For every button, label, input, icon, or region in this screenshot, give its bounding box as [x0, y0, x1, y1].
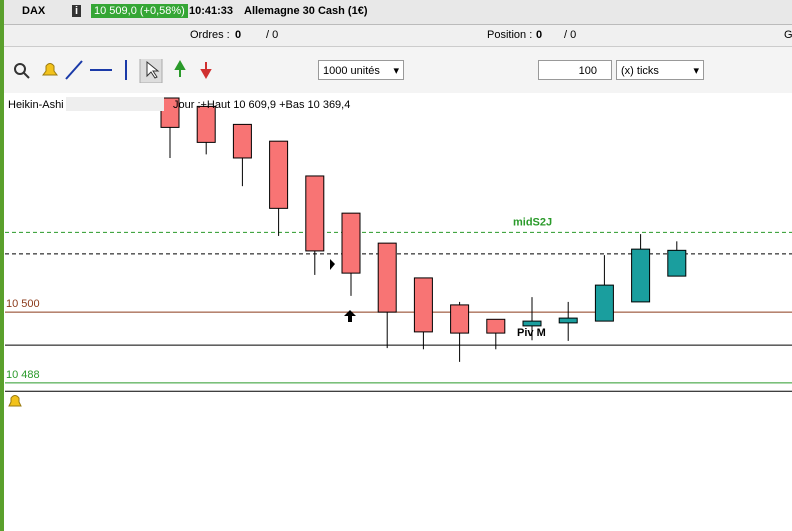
symbol[interactable]: DAX [22, 5, 46, 17]
price: 10 509,0 (+0,58%) [91, 4, 188, 18]
ticks-value: 100 [578, 65, 597, 77]
info-icon[interactable]: i [72, 5, 82, 17]
candle-body [631, 248, 651, 303]
candle-body [667, 249, 687, 277]
ticks-unit-select[interactable]: (x) ticks ▾ [616, 60, 704, 80]
alert-icon[interactable] [8, 395, 22, 407]
position-total: / 0 [564, 29, 577, 41]
candle-body [413, 277, 433, 333]
marker [330, 259, 335, 270]
quantity: 1000 unités [323, 65, 380, 77]
candle-body [196, 105, 216, 143]
candle-body [160, 97, 180, 128]
candle-body [269, 140, 289, 209]
cut-label: G [784, 29, 792, 41]
level-label: 10 500 [6, 298, 40, 310]
level-label: midS2J [513, 216, 552, 228]
indicator-icons[interactable] [66, 97, 164, 111]
quantity-select[interactable]: 1000 unités ▾ [318, 60, 404, 80]
orders-bar: Ordres : 0 / 0 Position : 0 / 0 G [0, 25, 792, 47]
candle-body [305, 175, 325, 252]
instrument: Allemagne 30 Cash (1€) [244, 5, 368, 17]
day-range: Jour :+Haut 10 609,9 +Bas 10 369,4 [173, 99, 350, 111]
marker [344, 310, 356, 322]
candle-body [450, 304, 470, 334]
position-count[interactable]: 0 [536, 29, 543, 41]
candle-body [232, 123, 252, 159]
toolbar: 1000 unités ▾ 100 (x) ticks ▾ [0, 47, 792, 94]
left-border [0, 0, 4, 531]
header-bar: DAX i 10 509,0 (+0,58%) 10:41:33 Allemag… [0, 0, 792, 25]
candle-body [486, 318, 506, 334]
level-label: Piv M [517, 327, 546, 339]
candle-body [341, 212, 361, 274]
position-label: Position : [487, 29, 533, 41]
level-label: 10 488 [6, 369, 40, 381]
indicator-name[interactable]: Heikin-Ashi [8, 99, 64, 111]
tool-icons[interactable] [10, 59, 220, 83]
candle-body [558, 317, 578, 324]
candle-body [522, 320, 542, 327]
orders-count[interactable]: 0 [235, 29, 242, 41]
orders-total: / 0 [266, 29, 279, 41]
time: 10:41:33 [189, 5, 234, 17]
ticks-input[interactable]: 100 [538, 60, 612, 80]
candle-body [377, 242, 397, 313]
orders-label: Ordres : [190, 29, 230, 41]
candle-body [594, 284, 614, 322]
ticks-unit: (x) ticks [621, 65, 659, 77]
